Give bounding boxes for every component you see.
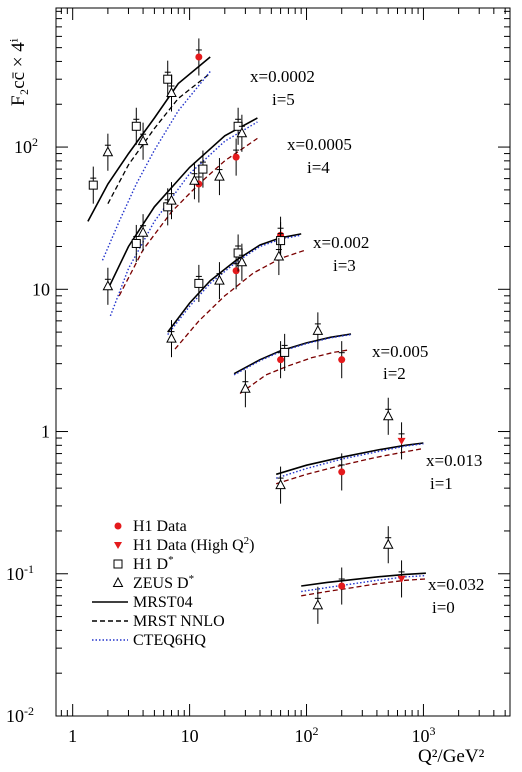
point-h1 [277, 356, 285, 364]
x-tick-label: 103 [411, 724, 435, 746]
point-zeus [102, 280, 114, 291]
point-h1 [195, 53, 203, 61]
point-h1dstar [194, 278, 204, 288]
point-zeus [273, 250, 285, 261]
legend-label: MRST04 [133, 594, 193, 611]
bin-x-label: x=0.032 [428, 575, 484, 594]
x-tick-label: 10 [181, 726, 199, 746]
point-zeus [240, 382, 251, 393]
point-zeus [214, 170, 225, 181]
point-h1dstar [198, 164, 208, 174]
point-zeus [166, 332, 177, 343]
point-zeus [102, 146, 114, 157]
point-h1dstar [163, 74, 173, 84]
bin-i-label: i=0 [432, 598, 455, 617]
curve-nnlo-bin-3 [239, 349, 349, 395]
curve-cteq-bin-0 [101, 71, 211, 261]
point-zeus [382, 410, 394, 421]
legend-marker [113, 559, 123, 569]
point-zeus [312, 599, 324, 610]
point-h1high [397, 437, 406, 445]
curve-mrst04-bin-3 [233, 333, 352, 375]
y-tick-label: 1 [41, 422, 50, 442]
legend-label: H1 D* [133, 554, 174, 573]
x-tick-label: 102 [295, 724, 319, 746]
point-h1 [338, 356, 346, 364]
curve-nnlo-bin-1 [118, 137, 258, 297]
point-zeus [214, 274, 225, 285]
y-tick-label: 10 [32, 279, 50, 299]
bin-x-label: x=0.0005 [287, 135, 352, 154]
legend-marker [112, 576, 124, 587]
curve-mrst04-bin-1 [107, 117, 258, 290]
point-h1dstar [131, 121, 141, 131]
bin-i-label: i=4 [307, 158, 330, 177]
point-zeus [189, 174, 200, 185]
legend-label: MRST NNLO [133, 613, 225, 630]
point-zeus [382, 538, 394, 549]
curve-mrst04-bin-5 [301, 572, 426, 587]
point-h1 [232, 153, 240, 161]
legend-item-zeus: ZEUS D* [112, 573, 194, 592]
point-zeus [236, 127, 248, 138]
point-zeus [236, 256, 248, 267]
point-h1 [338, 582, 346, 590]
point-h1dstar [131, 238, 141, 248]
curve-nnlo-bin-0 [107, 72, 211, 205]
legend-label: H1 Data [133, 518, 187, 535]
legend-item-cteq: CTEQ6HQ [92, 632, 206, 649]
bin-i-label: i=3 [333, 256, 356, 275]
legend-item-h1high: H1 Data (High Q2) [114, 535, 254, 554]
bin-i-label: i=5 [272, 90, 295, 109]
point-h1dstar [280, 347, 290, 357]
bin-x-label: x=0.0002 [250, 67, 315, 86]
legend-marker [114, 542, 122, 549]
point-zeus [137, 135, 149, 146]
point-h1dstar [276, 236, 286, 246]
point-zeus [275, 479, 286, 490]
point-h1dstar [88, 180, 98, 190]
curve-mrst04-bin-4 [275, 442, 424, 476]
curve-nnlo-bin-2 [174, 249, 307, 350]
curve-cteq-bin-5 [301, 574, 426, 593]
bin-i-label: i=1 [430, 474, 453, 493]
legend-label: H1 Data (High Q2) [133, 535, 254, 554]
curve-cteq-bin-3 [233, 333, 352, 376]
point-zeus [137, 226, 149, 237]
x-tick-label: 1 [68, 726, 77, 746]
point-h1high [397, 575, 406, 583]
legend-item-h1dstar: H1 D* [113, 554, 174, 573]
bin-x-label: x=0.013 [426, 451, 482, 470]
plot-frame [55, 7, 511, 717]
curve-nnlo-bin-4 [276, 447, 424, 485]
y-axis-label: F₂cc̄ × 4ⁱ [8, 38, 29, 106]
point-h1dstar [233, 248, 243, 258]
x-axis-label: Q²/GeV² [418, 746, 485, 767]
legend-item-h1: H1 Data [114, 518, 187, 535]
bin-x-label: x=0.002 [313, 233, 369, 252]
legend-marker [114, 522, 122, 530]
bin-i-label: i=2 [383, 364, 406, 383]
legend-item-mrst04: MRST04 [92, 594, 193, 611]
legend-label: ZEUS D* [133, 573, 194, 592]
point-zeus [166, 194, 177, 205]
bin-x-label: x=0.005 [372, 342, 428, 361]
point-zeus [166, 86, 177, 97]
curve-mrst04-bin-0 [87, 56, 211, 222]
legend-item-nnlo: MRST NNLO [92, 613, 225, 630]
legend-label: CTEQ6HQ [133, 632, 206, 649]
point-h1 [338, 468, 346, 476]
curve-nnlo-bin-5 [301, 578, 426, 597]
point-zeus [312, 324, 324, 335]
